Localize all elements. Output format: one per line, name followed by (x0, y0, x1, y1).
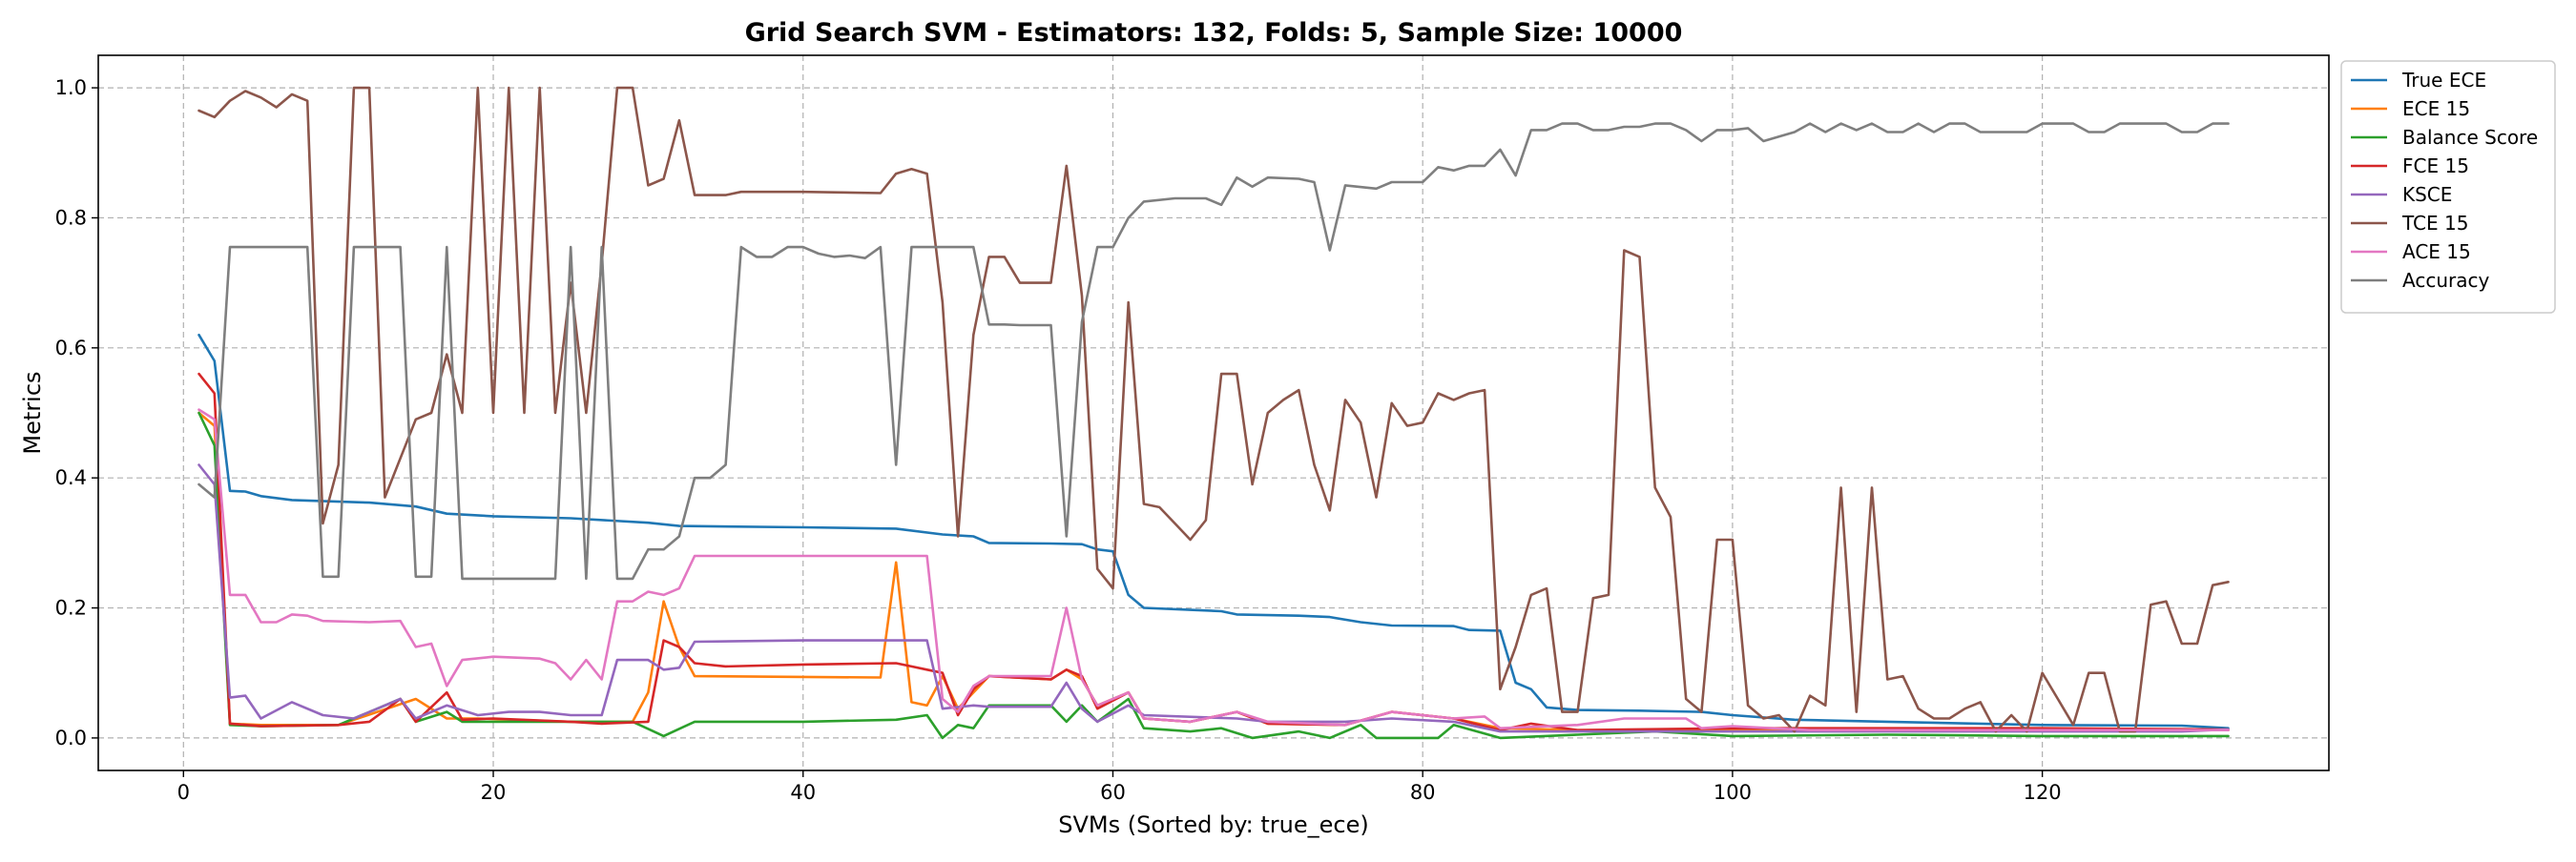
y-tick-label: 0.8 (55, 206, 87, 229)
legend-label-ace-15: ACE 15 (2402, 240, 2471, 263)
series-line-ace-15 (197, 408, 2230, 731)
series-line-true-ece (197, 333, 2230, 729)
plot-frame (97, 54, 2330, 771)
series-line-balance-score (197, 411, 2230, 740)
series-line-accuracy (197, 122, 2230, 581)
chart-title: Grid Search SVM - Estimators: 132, Folds… (745, 18, 1683, 48)
x-tick-label: 20 (481, 781, 507, 804)
legend-label-balance-score: Balance Score (2402, 126, 2538, 149)
x-tick-label: 80 (1410, 781, 1436, 804)
series-line-ksce (197, 463, 2230, 733)
x-tick-label: 40 (790, 781, 816, 804)
axis-ticks: 0 20 40 60 80 100 120 0.0 0.2 0.4 0.6 0.8 1.0 (55, 76, 2062, 804)
x-tick-label: 60 (1100, 781, 1126, 804)
y-tick-label: 0.2 (55, 597, 87, 620)
legend-label-tce-15: TCE 15 (2401, 212, 2468, 235)
y-tick-label: 0.6 (55, 337, 87, 359)
legend-box (2340, 60, 2556, 314)
legend-label-true-ece: True ECE (2401, 69, 2486, 92)
y-tick-label: 0.4 (55, 466, 87, 489)
x-axis-label: SVMs (Sorted by: true_ece) (1058, 811, 1368, 838)
y-tick-label: 0.0 (55, 727, 87, 749)
y-axis-label: Metrics (19, 371, 46, 454)
x-tick-label: 120 (2024, 781, 2062, 804)
legend: True ECE ECE 15 Balance Score FCE 15 KSCE TCE… (2340, 60, 2556, 314)
series-lines (197, 86, 2230, 740)
legend-label-ksce: KSCE (2402, 183, 2452, 206)
x-tick-label: 100 (1714, 781, 1752, 804)
x-tick-label: 0 (177, 781, 190, 804)
legend-label-accuracy: Accuracy (2402, 269, 2489, 292)
legend-label-ece-15: ECE 15 (2402, 97, 2470, 120)
legend-label-fce-15: FCE 15 (2402, 154, 2469, 177)
y-tick-label: 1.0 (55, 76, 87, 99)
series-line-tce-15 (197, 86, 2230, 733)
